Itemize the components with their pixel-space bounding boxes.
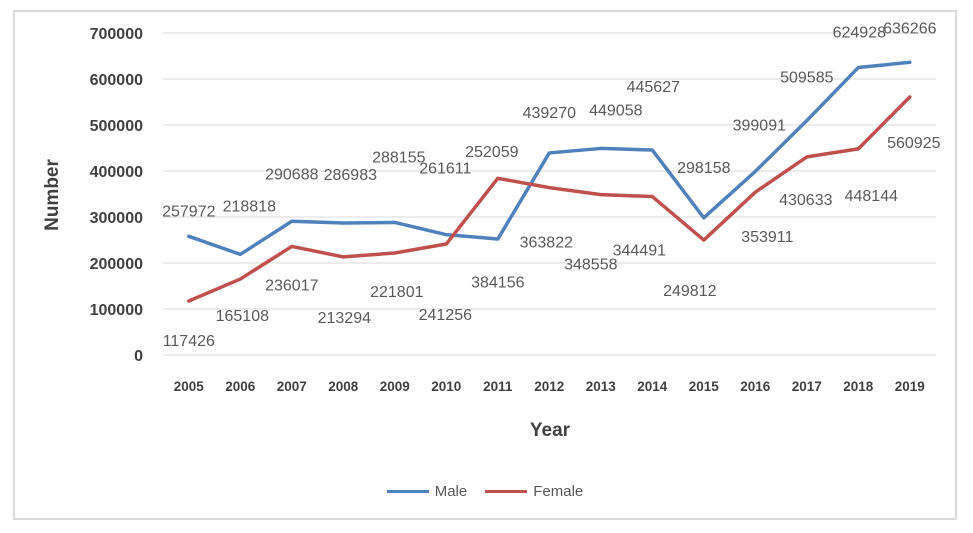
female-data-label: 430633 — [779, 192, 832, 209]
female-data-label: 344491 — [613, 243, 666, 260]
male-data-label: 439270 — [523, 105, 576, 122]
x-tick-label: 2014 — [637, 379, 668, 394]
male-data-label: 509585 — [780, 70, 833, 87]
female-line-swatch-icon — [485, 489, 528, 493]
x-tick-label: 2013 — [586, 379, 617, 394]
y-tick-label: 700000 — [90, 26, 143, 43]
female-series-line[interactable] — [187, 95, 912, 303]
female-data-label: 249812 — [663, 283, 716, 300]
x-tick-label: 2010 — [431, 379, 461, 394]
female-data-label: 241256 — [419, 307, 472, 324]
y-axis-title: Number — [42, 159, 63, 231]
chart-legend: Male Female — [13, 479, 957, 503]
female-data-label: 348558 — [564, 257, 617, 274]
male-data-label: 449058 — [589, 102, 642, 119]
chart-frame-border — [13, 10, 957, 520]
x-tick-label: 2019 — [895, 379, 925, 394]
x-tick-label: 2011 — [483, 379, 513, 394]
legend-item-male[interactable]: Male — [386, 482, 468, 500]
male-data-label: 218818 — [223, 198, 276, 215]
y-tick-label: 500000 — [90, 118, 143, 135]
legend-label-male: Male — [434, 482, 468, 500]
legend-label-female: Female — [533, 482, 584, 500]
x-tick-label: 2012 — [534, 379, 564, 394]
male-data-label: 288155 — [372, 149, 425, 166]
male-data-label: 624928 — [833, 25, 886, 42]
male-data-label: 286983 — [324, 167, 377, 184]
x-tick-label: 2006 — [225, 379, 256, 394]
x-tick-label: 2008 — [328, 379, 359, 394]
y-tick-label: 0 — [134, 348, 143, 365]
x-tick-label: 2007 — [277, 379, 307, 394]
female-data-label: 384156 — [471, 274, 524, 291]
male-data-label: 261611 — [419, 161, 471, 178]
male-data-label: 257972 — [162, 203, 215, 220]
x-tick-label: 2015 — [689, 379, 720, 394]
y-tick-label: 600000 — [90, 72, 143, 89]
y-tick-label: 400000 — [90, 164, 143, 181]
female-data-label: 221801 — [370, 284, 423, 301]
male-data-label: 298158 — [677, 160, 730, 177]
x-tick-label: 2009 — [380, 379, 410, 394]
female-data-label: 448144 — [845, 188, 898, 205]
x-tick-label: 2005 — [174, 379, 205, 394]
male-data-label: 636266 — [883, 20, 936, 37]
x-tick-label: 2018 — [843, 379, 874, 394]
male-data-label: 252059 — [465, 144, 518, 161]
female-data-label: 165108 — [216, 308, 269, 325]
x-tick-label: 2016 — [740, 379, 771, 394]
female-data-label: 363822 — [520, 235, 573, 252]
x-axis-title: Year — [529, 420, 571, 441]
y-tick-label: 200000 — [90, 256, 143, 273]
female-data-label: 353911 — [741, 229, 793, 246]
x-tick-label: 2017 — [792, 379, 822, 394]
female-data-label: 117426 — [163, 333, 215, 350]
legend-item-female[interactable]: Female — [485, 483, 583, 500]
male-line-swatch-icon — [386, 489, 429, 493]
female-data-label: 560925 — [887, 135, 940, 152]
male-series-line[interactable] — [187, 60, 912, 257]
y-tick-label: 300000 — [90, 210, 143, 227]
y-tick-label: 100000 — [90, 302, 143, 319]
female-data-label: 236017 — [265, 277, 318, 294]
male-data-label: 445627 — [627, 79, 680, 96]
male-data-label: 290688 — [265, 166, 318, 183]
female-data-label: 213294 — [318, 310, 371, 327]
male-data-label: 399091 — [733, 117, 786, 134]
